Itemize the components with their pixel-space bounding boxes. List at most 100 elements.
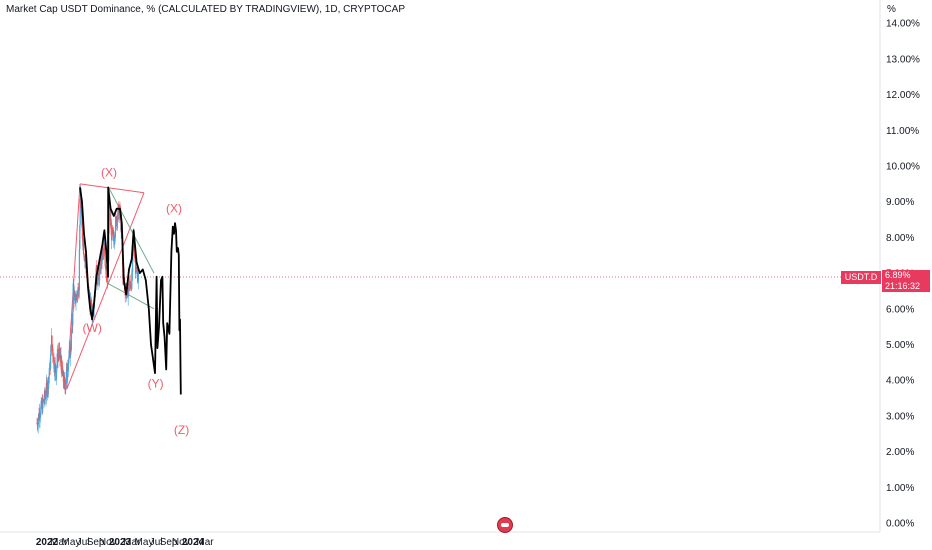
candle-body bbox=[66, 367, 68, 379]
candle-body bbox=[98, 273, 100, 275]
wave-label: (W) bbox=[83, 321, 102, 335]
last-price-badge: 6.89% 21:16:32 bbox=[882, 270, 930, 292]
candle-body bbox=[112, 230, 114, 235]
candle-body bbox=[105, 268, 107, 275]
candle-body bbox=[45, 396, 47, 399]
price-axis[interactable]: 0.00%1.00%2.00%3.00%4.00%5.00%6.00%7.00%… bbox=[886, 19, 920, 530]
time-axis-tick-label: Jul bbox=[150, 537, 163, 548]
candle-body bbox=[96, 278, 98, 283]
wave-label: (Y) bbox=[148, 376, 164, 390]
price-axis-tick-label: 8.00% bbox=[886, 233, 914, 244]
wave-labels: (W) (X) (Y) (X) (Z) bbox=[83, 166, 190, 437]
ticker-badge[interactable]: USDT.D bbox=[841, 271, 881, 284]
time-axis-tick-label: Nov bbox=[172, 537, 190, 548]
candle-body bbox=[137, 273, 139, 281]
candle-body bbox=[68, 349, 70, 359]
candle-body bbox=[61, 361, 63, 371]
time-axis-tick-label: 2024 bbox=[182, 537, 205, 548]
price-axis-tick-label: 3.00% bbox=[886, 411, 914, 422]
candle-body bbox=[129, 281, 131, 287]
projection-path-series bbox=[79, 186, 182, 395]
candle-body bbox=[71, 330, 73, 334]
candle-body bbox=[37, 419, 39, 427]
candle-body bbox=[129, 281, 131, 284]
candle-body bbox=[136, 269, 138, 272]
candle-body bbox=[56, 365, 58, 372]
time-axis-tick-label: 2023 bbox=[109, 537, 132, 548]
candle-body bbox=[103, 249, 105, 253]
candle-body bbox=[53, 356, 55, 369]
candle-body bbox=[131, 272, 133, 289]
candle-body bbox=[128, 286, 130, 291]
candle-body bbox=[101, 251, 103, 261]
time-axis-tick-label: Sep bbox=[87, 537, 105, 548]
time-axis-tick-label: Sep bbox=[160, 537, 178, 548]
candle-body bbox=[91, 302, 93, 313]
candle-body bbox=[46, 383, 48, 385]
candle-body bbox=[69, 344, 71, 358]
chart-title: Market Cap USDT Dominance, % (CALCULATED… bbox=[6, 4, 405, 15]
candle-body bbox=[76, 295, 78, 297]
price-axis-tick-label: 1.00% bbox=[886, 483, 914, 494]
candle-body bbox=[80, 207, 82, 213]
candle-body bbox=[103, 249, 105, 251]
candle-body bbox=[79, 224, 81, 249]
candle-body bbox=[108, 219, 110, 233]
projection-line bbox=[79, 186, 182, 395]
wave-label: (X) bbox=[166, 201, 182, 215]
candle-body bbox=[72, 283, 74, 312]
candle-body bbox=[67, 370, 69, 372]
price-axis-tick-label: 12.00% bbox=[886, 90, 920, 101]
price-axis-unit: % bbox=[887, 4, 896, 15]
time-axis-tick-label: May bbox=[135, 537, 154, 548]
candle-body bbox=[67, 363, 69, 371]
candle-body bbox=[117, 214, 119, 223]
wedge-line bbox=[108, 187, 155, 274]
candle-body bbox=[131, 272, 133, 274]
candle-body bbox=[55, 371, 57, 380]
candlestick-series bbox=[36, 185, 139, 434]
candle-body bbox=[43, 399, 45, 402]
candle-body bbox=[117, 206, 119, 215]
candle-body bbox=[42, 399, 44, 413]
candle-body bbox=[48, 372, 50, 376]
candle-countdown: 21:16:32 bbox=[885, 281, 921, 291]
wedge-line bbox=[108, 283, 155, 310]
candle-body bbox=[114, 237, 116, 239]
candle-body bbox=[107, 278, 109, 284]
candle-body bbox=[78, 248, 80, 291]
price-axis-tick-label: 4.00% bbox=[886, 376, 914, 387]
candle-body bbox=[132, 255, 134, 273]
time-axis-tick-label: Nov bbox=[99, 537, 117, 548]
time-axis[interactable]: 2022MarMayJulSepNov2023MarMayJulSepNov20… bbox=[36, 537, 214, 548]
time-axis-tick-label: Mar bbox=[123, 537, 141, 548]
time-axis-tick-label: Mar bbox=[196, 537, 214, 548]
tradingview-flag-icon[interactable] bbox=[497, 517, 513, 533]
wave-label: (Z) bbox=[174, 423, 189, 437]
time-axis-tick-label: Mar bbox=[50, 537, 68, 548]
candle-body bbox=[59, 348, 61, 359]
candle-body bbox=[48, 375, 50, 380]
candle-body bbox=[54, 362, 56, 366]
candle-body bbox=[39, 417, 41, 420]
candle-body bbox=[39, 412, 41, 420]
trend-line bbox=[79, 183, 145, 194]
candle-body bbox=[137, 271, 139, 283]
candle-body bbox=[118, 211, 120, 220]
candle-body bbox=[65, 378, 67, 384]
candle-body bbox=[130, 283, 132, 288]
time-axis-tick-label: 2022 bbox=[36, 537, 59, 548]
candle-body bbox=[57, 351, 59, 354]
candle-body bbox=[63, 377, 65, 387]
candle-body bbox=[136, 267, 138, 270]
candle-body bbox=[83, 253, 85, 258]
candle-body bbox=[52, 348, 54, 356]
candle-body bbox=[99, 267, 101, 281]
time-axis-tick-label: May bbox=[62, 537, 81, 548]
candle-body bbox=[57, 351, 59, 363]
candle-body bbox=[137, 280, 139, 283]
trend-line bbox=[66, 192, 145, 390]
candle-body bbox=[108, 206, 110, 220]
price-axis-tick-label: 6.00% bbox=[886, 304, 914, 315]
